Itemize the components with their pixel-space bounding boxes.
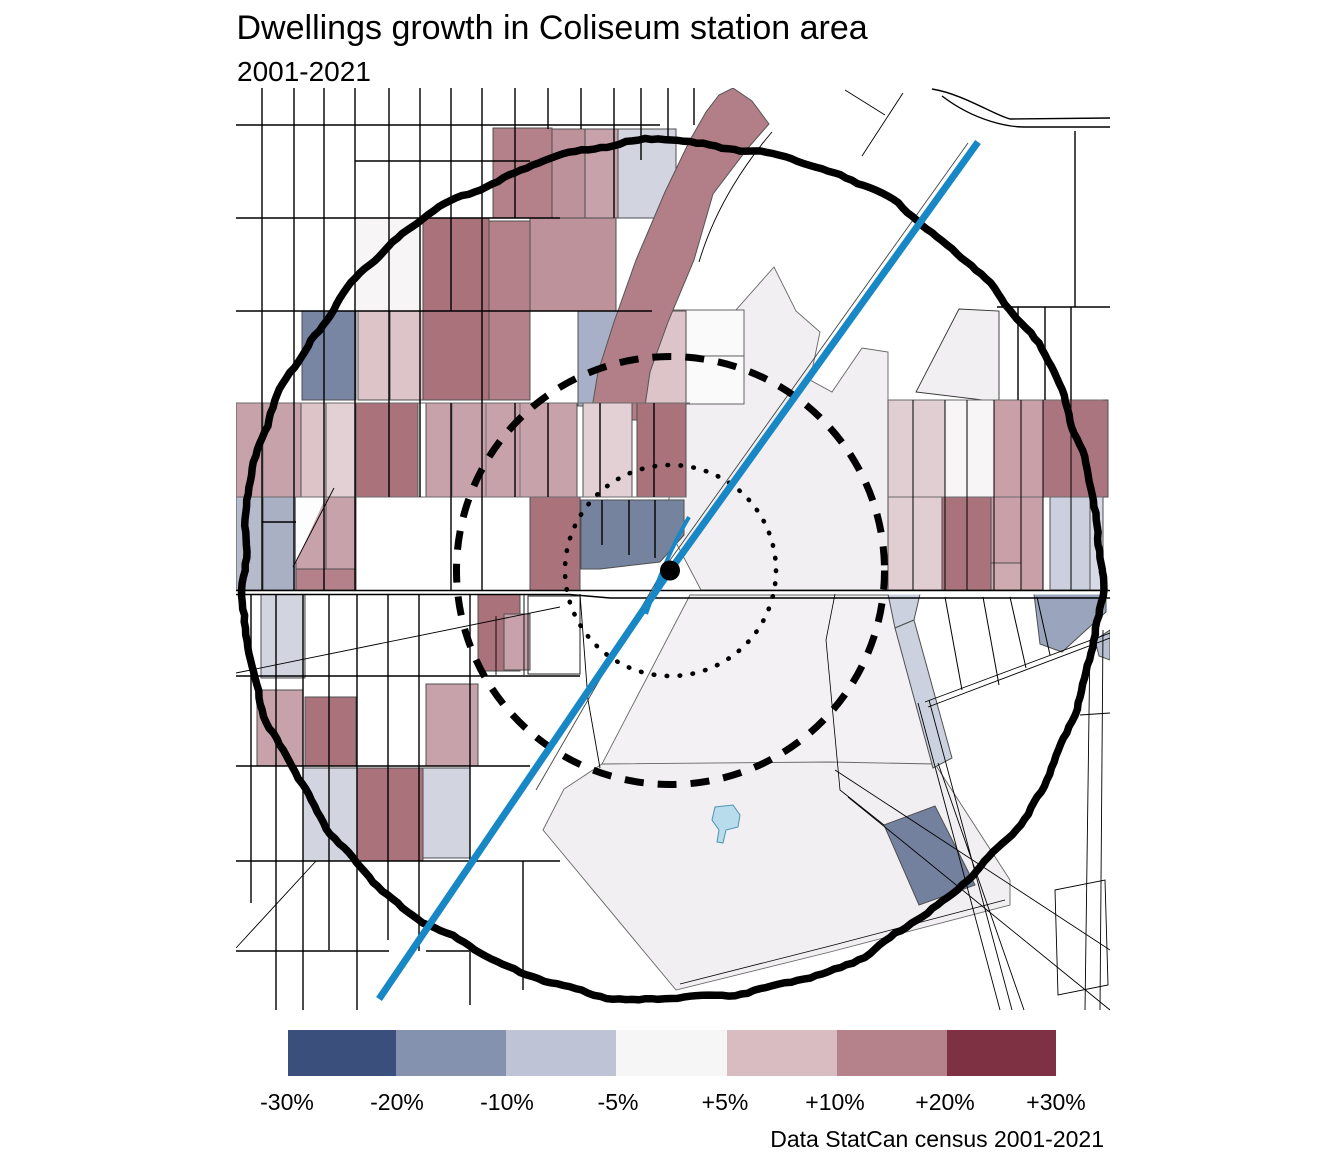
svg-text:Dwellings growth in Coliseum s: Dwellings growth in Coliseum station are… [237, 9, 868, 47]
svg-text:-10%: -10% [480, 1089, 534, 1115]
svg-text:-20%: -20% [370, 1089, 424, 1115]
svg-text:+30%: +30% [1026, 1089, 1085, 1115]
svg-text:+5%: +5% [702, 1089, 749, 1115]
svg-text:2001-2021: 2001-2021 [237, 56, 371, 87]
svg-text:+10%: +10% [805, 1089, 864, 1115]
svg-text:-5%: -5% [598, 1089, 639, 1115]
svg-text:-30%: -30% [260, 1089, 314, 1115]
svg-text:Data StatCan census 2001-2021: Data StatCan census 2001-2021 [770, 1126, 1104, 1152]
svg-text:+20%: +20% [915, 1089, 974, 1115]
